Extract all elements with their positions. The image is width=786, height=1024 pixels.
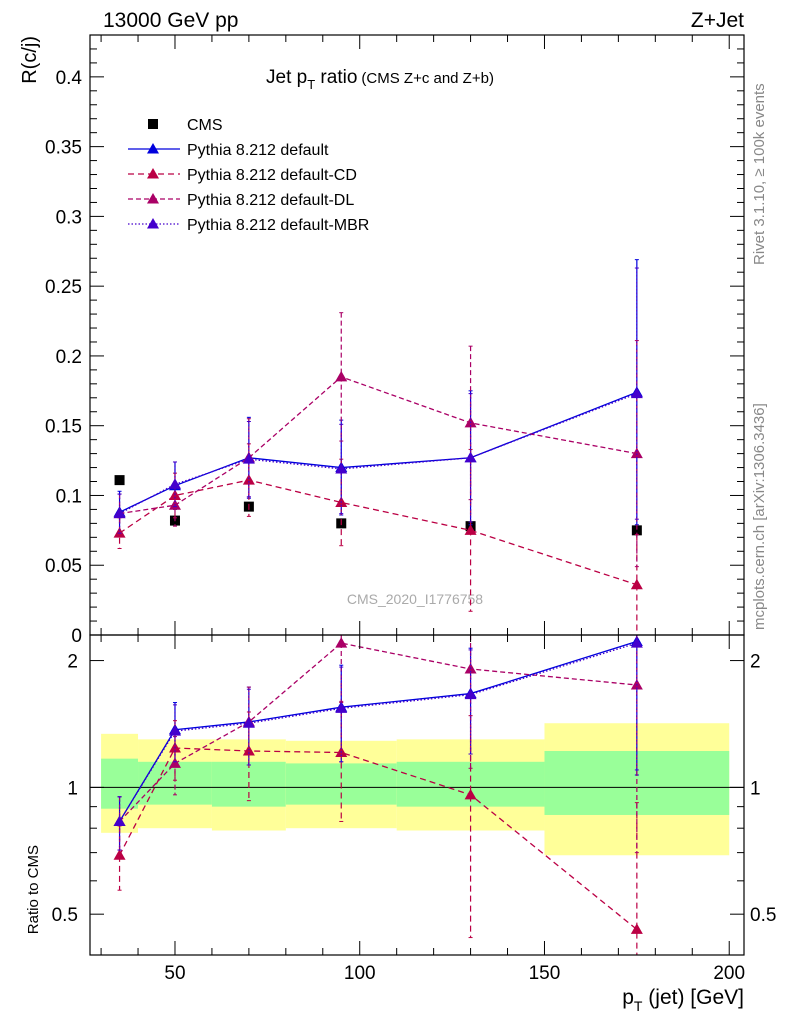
y-tick-label-0.15: 0.15 xyxy=(45,417,82,438)
series-point-2-3 xyxy=(335,370,348,382)
analysis-watermark: CMS_2020_I1776758 xyxy=(347,591,483,607)
ratio-point-1-0 xyxy=(113,849,126,860)
ratio-point-3-3 xyxy=(335,702,348,713)
legend-marker-1 xyxy=(147,168,159,179)
side-label-rivet: Rivet 3.1.10, ≥ 100k events xyxy=(751,83,768,265)
legend-marker-cms xyxy=(148,119,158,129)
cms-data-point-0 xyxy=(114,475,125,486)
ratio-point-3-0 xyxy=(113,815,126,826)
legend-label-3: Pythia 8.212 default-MBR xyxy=(187,217,369,234)
ratio-axis-label: Ratio to CMS xyxy=(25,845,42,934)
x-tick-label-100: 100 xyxy=(344,963,376,984)
series-point-3-5 xyxy=(630,387,643,399)
ratio-point-3-5 xyxy=(630,637,643,648)
y-tick-label-0.4: 0.4 xyxy=(56,68,83,89)
ratio-point-3-1 xyxy=(168,725,181,736)
side-label-mcplots: mcplots.cern.ch [arXiv:1306.3436] xyxy=(751,403,768,630)
series-point-3-2 xyxy=(242,453,255,464)
legend-marker-3 xyxy=(147,218,159,229)
legend-label-2: Pythia 8.212 default-DL xyxy=(187,192,354,209)
ratio-point-1-2 xyxy=(242,744,255,756)
series-point-3-1 xyxy=(168,478,181,489)
ratio-point-3-2 xyxy=(242,717,255,728)
legend-marker-2 xyxy=(147,193,159,204)
ratio-point-2-3 xyxy=(335,637,348,648)
y-tick-label-0.25: 0.25 xyxy=(45,277,82,298)
x-tick-label-150: 150 xyxy=(529,963,561,984)
ratio-tick-label-left-2: 2 xyxy=(67,652,78,673)
y-axis-label: R(c/j) xyxy=(19,36,41,84)
series-3 xyxy=(113,267,643,851)
cms-data-point-5 xyxy=(631,525,642,536)
series-line-2 xyxy=(119,376,637,515)
series-point-3-4 xyxy=(464,451,477,463)
series-1 xyxy=(113,443,643,956)
ratio-point-1-5 xyxy=(630,923,643,934)
ratio-tick-label-left-0.5: 0.5 xyxy=(52,905,78,926)
y-tick-label-0: 0 xyxy=(71,626,82,647)
series-line-1 xyxy=(119,479,638,586)
ratio-line-1 xyxy=(118,747,638,930)
y-tick-label-0.1: 0.1 xyxy=(56,486,82,507)
y-tick-label-0.35: 0.35 xyxy=(45,138,82,159)
ratio-point-2-1 xyxy=(168,757,181,768)
series-line-0 xyxy=(119,391,638,513)
legend-label-cms: CMS xyxy=(187,117,223,134)
x-axis-label: pT (jet) [GeV] xyxy=(622,986,744,1014)
legend-label-1: Pythia 8.212 default-CD xyxy=(187,167,357,184)
series-point-1-4 xyxy=(464,524,477,535)
header-right: Z+Jet xyxy=(691,9,744,32)
legend-marker-0 xyxy=(147,143,159,154)
ratio-line-2 xyxy=(119,642,637,822)
ratio-point-3-4 xyxy=(464,688,477,700)
ratio-tick-label-right-0.5: 0.5 xyxy=(750,905,776,926)
y-tick-label-0.3: 0.3 xyxy=(56,207,82,228)
ratio-tick-label-right-2: 2 xyxy=(750,652,761,673)
x-tick-label-200: 200 xyxy=(713,963,745,984)
y-tick-label-0.05: 0.05 xyxy=(45,556,82,577)
header-left: 13000 GeV pp xyxy=(103,9,238,32)
series-point-1-0 xyxy=(113,527,126,538)
series-point-3-0 xyxy=(113,507,126,519)
ratio-line-0 xyxy=(119,640,638,822)
ratio-point-1-4 xyxy=(464,788,477,800)
series-point-2-5 xyxy=(630,447,643,459)
ratio-tick-label-left-1: 1 xyxy=(67,778,78,799)
series-point-3-3 xyxy=(335,462,348,474)
ratio-tick-label-right-1: 1 xyxy=(750,778,761,799)
ratio-panel-frame xyxy=(89,634,745,956)
series-point-1-5 xyxy=(630,578,643,590)
x-tick-label-50: 50 xyxy=(164,963,185,984)
ratio-line-3 xyxy=(119,642,638,822)
y-tick-label-0.2: 0.2 xyxy=(56,347,82,368)
series-line-3 xyxy=(119,392,638,515)
legend-label-0: Pythia 8.212 default xyxy=(187,142,329,159)
chart-title: Jet pT ratio (CMS Z+c and Z+b) xyxy=(266,67,494,92)
